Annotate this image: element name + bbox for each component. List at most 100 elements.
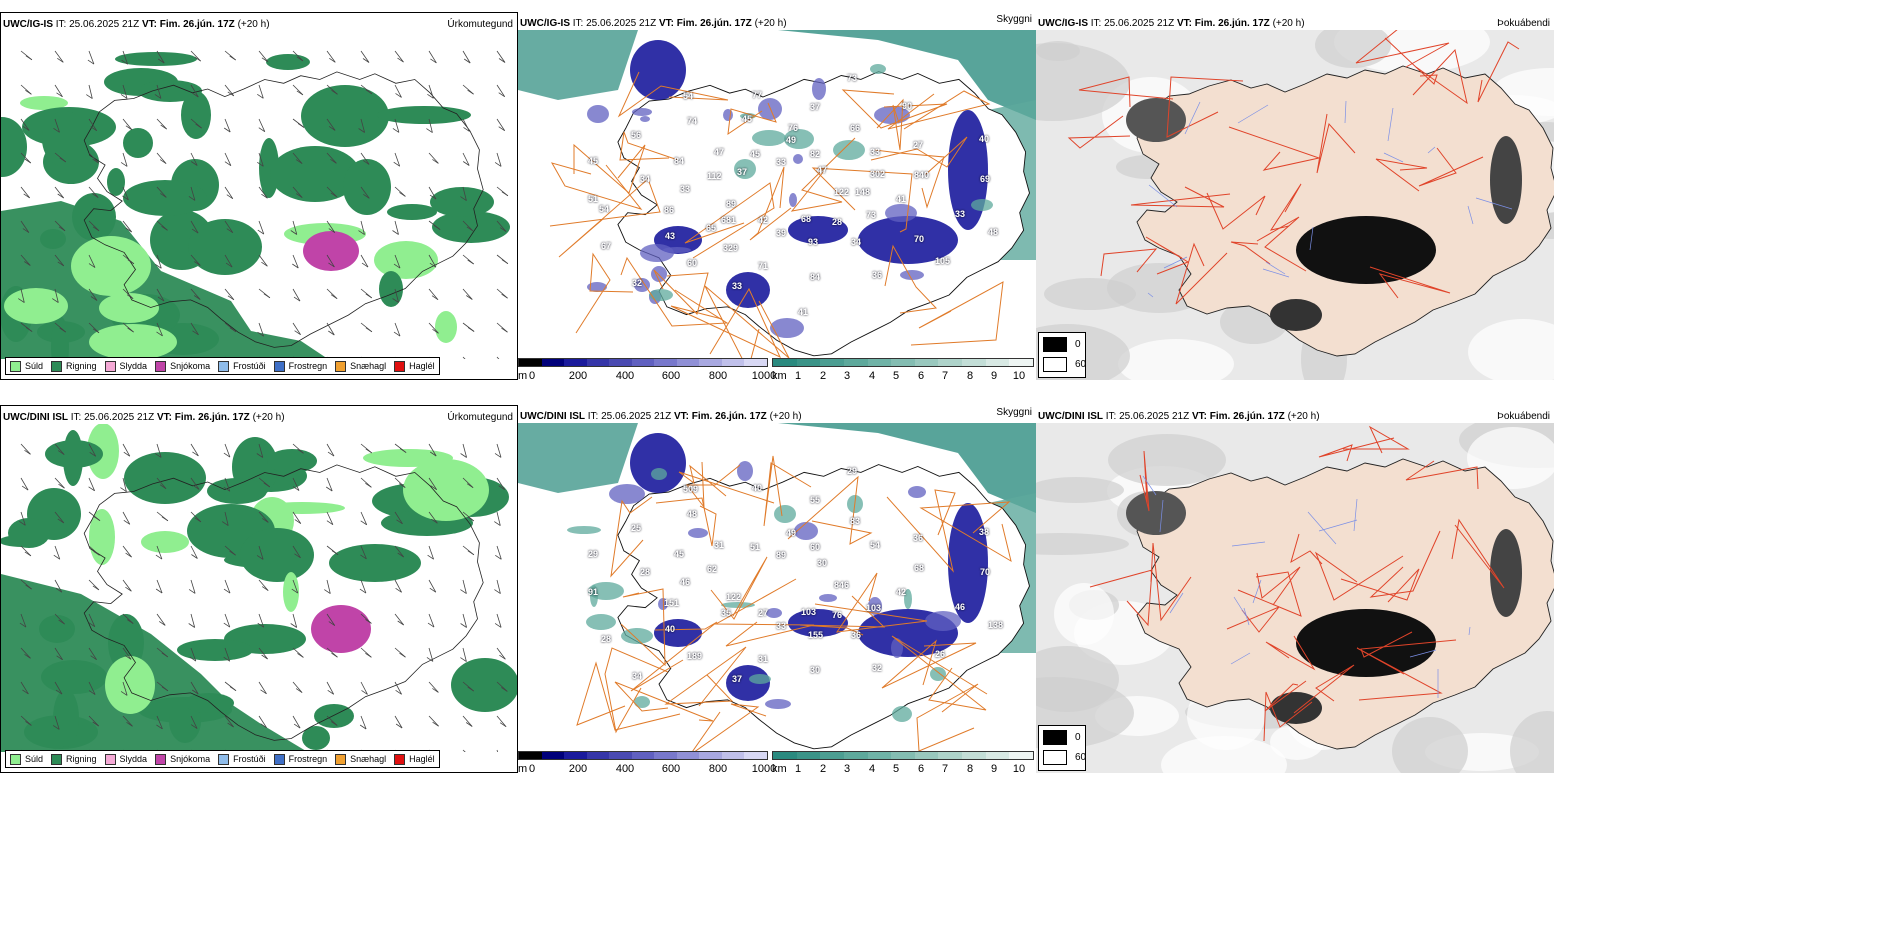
panel-title-line: UWC/IG-IS IT: 25.06.2025 21Z VT: Fim. 26… [3, 19, 270, 30]
fog-legend-label: 0 [1075, 339, 1081, 350]
colorbar-km-tick: 2 [819, 763, 827, 773]
legend-label: Slydda [119, 361, 148, 371]
visibility-value-label: 27 [913, 140, 924, 150]
colorbar-step [843, 752, 868, 759]
precip-type-legend: Súld Rigning Slydda Snjókoma Frostúði Frostre… [5, 750, 440, 768]
init-time-value: 25.06.2025 21Z [1119, 411, 1190, 422]
road-network [576, 455, 1012, 751]
visibility-value-label: 148 [855, 187, 871, 197]
colorbar-km-tick: 7 [941, 763, 949, 773]
colorbar-step [676, 752, 700, 759]
colorbar-step [676, 359, 700, 366]
visibility-colorbar-m: m 0 200 400 600 800 1000 [518, 751, 776, 773]
lead-time: (+20 h) [237, 19, 270, 30]
colorbar-km-unit: km [772, 370, 787, 380]
visibility-value-label: 38 [979, 527, 990, 537]
colorbar-step [867, 359, 892, 366]
visibility-value-label: 60 [687, 258, 698, 268]
colorbar-m-swatches [518, 358, 768, 367]
visibility-value-label: 36 [872, 270, 883, 280]
visibility-value-label: 33 [870, 147, 881, 157]
colorbar-step [914, 359, 939, 366]
colorbar-step [586, 359, 610, 366]
colorbar-km-tick: 6 [917, 763, 925, 773]
visibility-colorbar-km: km 1 2 3 4 5 6 7 8 9 10 [772, 358, 1034, 380]
visibility-value-label: 34 [640, 174, 651, 184]
visibility-value-label: 89 [776, 550, 787, 560]
legend-item: Súld [10, 753, 44, 765]
legend-item: Rigning [51, 360, 97, 372]
visibility-value-label: 47 [817, 165, 828, 175]
visibility-value-label: 302 [870, 169, 886, 179]
visibility-value-label: 30 [817, 558, 828, 568]
visibility-value-label: 89 [726, 199, 737, 209]
iceland-coastline [617, 71, 1030, 357]
legend-swatch [51, 360, 63, 372]
legend-item: Snjókoma [155, 360, 210, 372]
panel-title-line: UWC/IG-IS IT: 25.06.2025 21Z VT: Fim. 26… [1038, 18, 1305, 29]
visibility-value-label: 51 [750, 542, 761, 552]
fog-road-network [1089, 425, 1505, 742]
precip-type-legend: Súld Rigning Slydda Snjókoma Frostúði Frostre… [5, 357, 440, 375]
init-time-label: IT: [55, 19, 67, 30]
visibility-value-label: 32 [872, 663, 883, 673]
colorbar-step [654, 359, 677, 366]
visibility-value-label: 42 [896, 587, 907, 597]
init-time-label: IT: [70, 412, 82, 423]
visibility-value-label: 93 [808, 237, 819, 247]
visibility-value-label: 71 [758, 261, 769, 271]
visibility-value-label: 49 [786, 528, 797, 538]
legend-label: Súld [25, 754, 44, 764]
visibility-value-label: 56 [631, 130, 642, 140]
legend-label: Frostúði [233, 754, 266, 764]
colorbar-m-unit: m [518, 763, 528, 773]
colorbar-step [519, 359, 542, 366]
colorbar-step [541, 752, 565, 759]
rivers [1147, 100, 1513, 298]
colorbar-step [914, 752, 939, 759]
init-time-value: 25.06.2025 21Z [69, 19, 140, 30]
legend-label: Haglél [409, 361, 435, 371]
visibility-value-label: 509 [683, 484, 699, 494]
visibility-title: Skyggni [996, 14, 1032, 25]
legend-label: Snæhagl [350, 361, 387, 371]
valid-time-label: VT: [141, 19, 157, 30]
wind-barbs [18, 50, 509, 359]
visibility-value-label: 82 [810, 149, 821, 159]
colorbar-km-tick: 2 [819, 370, 827, 380]
lead-time: (+20 h) [769, 411, 802, 422]
valid-time-label: VT: [673, 411, 689, 422]
colorbar-step [744, 359, 768, 366]
colorbar-step [631, 752, 655, 759]
legend-swatch [104, 360, 116, 372]
precip-rain-areas [1, 52, 510, 359]
iceland-coastline [83, 71, 484, 348]
visibility-value-label: 76 [788, 123, 799, 133]
visibility-value-label: 28 [640, 567, 651, 577]
colorbar-km-tick: 3 [843, 370, 851, 380]
visibility-value-label: 27 [758, 608, 769, 618]
model-name: UWC/IG-IS [520, 18, 570, 29]
visibility-value-label: 681 [721, 215, 737, 225]
legend-item: Haglél [394, 360, 435, 372]
legend-item: Frostregn [273, 360, 327, 372]
visibility-value-label: 84 [810, 272, 821, 282]
colorbar-m-unit: m [518, 370, 528, 380]
visibility-value-label: 49 [786, 135, 797, 145]
iceland-coastline [617, 464, 1030, 750]
legend-label: Slydda [119, 754, 148, 764]
legend-label: Rigning [66, 361, 97, 371]
visibility-value-label: 42 [758, 215, 769, 225]
colorbar-km-tick: 7 [941, 370, 949, 380]
fog-index-title: Þokuábendi [1497, 411, 1550, 422]
colorbar-km-tick: 6 [917, 370, 925, 380]
colorbar-step [867, 752, 892, 759]
legend-swatch [273, 753, 285, 765]
visibility-value-label: 155 [808, 630, 824, 640]
precip-type-map [1, 424, 517, 752]
visibility-value-label: 39 [776, 228, 787, 238]
legend-item: Súld [10, 360, 43, 372]
colorbar-km-tick: 4 [868, 763, 876, 773]
visibility-value-label: 48 [687, 509, 698, 519]
fog-index-legend: 0 60 [1038, 725, 1086, 771]
